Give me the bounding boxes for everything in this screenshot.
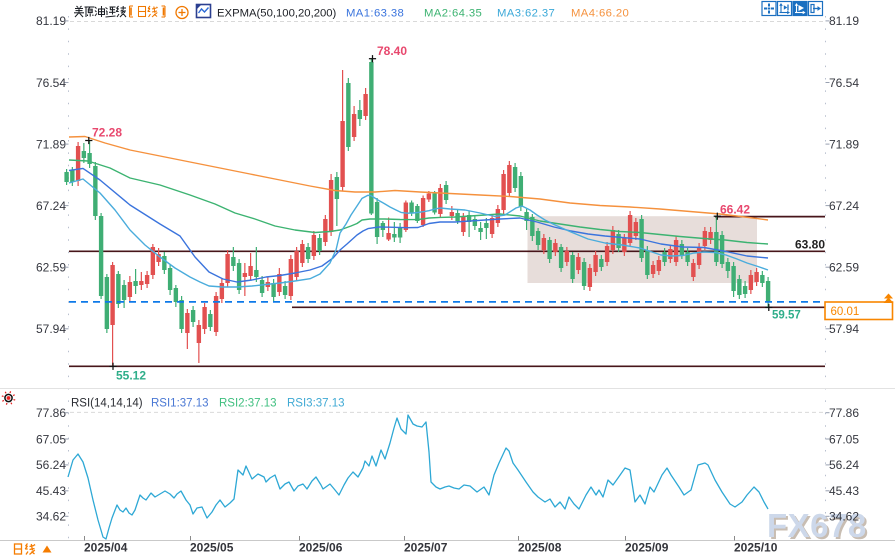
svg-text:45.43: 45.43 [36, 484, 66, 498]
svg-text:76.54: 76.54 [36, 76, 66, 90]
svg-text:67.05: 67.05 [829, 432, 859, 446]
svg-text:45.43: 45.43 [829, 484, 859, 498]
svg-text:34.62: 34.62 [829, 510, 859, 524]
svg-text:2025/05: 2025/05 [190, 541, 234, 555]
svg-text:77.86: 77.86 [829, 406, 859, 420]
svg-text:81.19: 81.19 [36, 14, 66, 28]
svg-text:57.94: 57.94 [36, 322, 66, 336]
svg-text:MA4:66.20: MA4:66.20 [571, 8, 629, 20]
svg-text:EXPMA(50,100,20,200): EXPMA(50,100,20,200) [217, 8, 337, 20]
svg-text:57.94: 57.94 [829, 322, 859, 336]
svg-text:2025/06: 2025/06 [299, 541, 343, 555]
svg-text:2025/07: 2025/07 [404, 541, 448, 555]
svg-text:RSI2:37.13: RSI2:37.13 [219, 398, 277, 410]
svg-text:FX678: FX678 [769, 509, 869, 546]
svg-text:56.24: 56.24 [36, 458, 66, 472]
svg-text:MA2:64.35: MA2:64.35 [424, 8, 482, 20]
svg-text:RSI3:37.13: RSI3:37.13 [287, 398, 345, 410]
svg-text:78.40: 78.40 [377, 44, 407, 58]
svg-text:72.28: 72.28 [92, 126, 122, 140]
svg-text:81.19: 81.19 [829, 14, 859, 28]
svg-text:66.42: 66.42 [720, 203, 750, 217]
svg-text:RSI1:37.13: RSI1:37.13 [151, 398, 209, 410]
svg-text:62.59: 62.59 [36, 261, 66, 275]
svg-text:FX678: FX678 [767, 507, 867, 544]
svg-text:2025/09: 2025/09 [625, 541, 669, 555]
svg-text:RSI(14,14,14): RSI(14,14,14) [71, 398, 143, 410]
svg-text:59.57: 59.57 [772, 310, 801, 322]
svg-text:2025/10: 2025/10 [734, 541, 778, 555]
svg-text:67.05: 67.05 [36, 432, 66, 446]
svg-text:76.54: 76.54 [829, 76, 859, 90]
svg-text:2025/08: 2025/08 [518, 541, 562, 555]
svg-text:2025/04: 2025/04 [84, 541, 128, 555]
svg-text:77.86: 77.86 [36, 406, 66, 420]
svg-text:MA1:63.38: MA1:63.38 [346, 8, 404, 20]
svg-text:67.24: 67.24 [36, 199, 66, 213]
svg-text:60.01: 60.01 [831, 306, 860, 318]
svg-text:MA3:62.37: MA3:62.37 [497, 8, 555, 20]
svg-text:55.12: 55.12 [116, 369, 146, 383]
svg-text:62.59: 62.59 [829, 261, 859, 275]
svg-text:63.80: 63.80 [795, 238, 825, 252]
svg-text:34.62: 34.62 [36, 510, 66, 524]
svg-text:56.24: 56.24 [829, 458, 859, 472]
svg-text:71.89: 71.89 [829, 137, 859, 151]
svg-text:67.24: 67.24 [829, 199, 859, 213]
svg-text:71.89: 71.89 [36, 137, 66, 151]
